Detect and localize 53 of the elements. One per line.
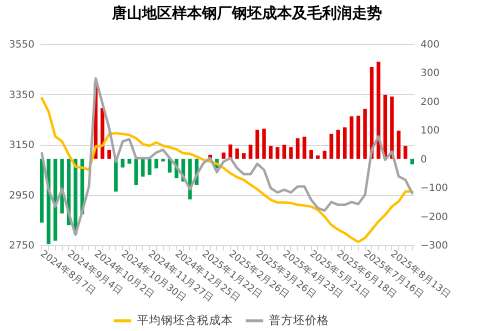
bar xyxy=(222,152,226,159)
bar xyxy=(120,158,124,168)
bar xyxy=(134,158,138,185)
bar xyxy=(350,116,354,159)
bar xyxy=(376,62,380,159)
bar xyxy=(363,108,367,159)
y-tick-label: 2950 xyxy=(9,190,34,202)
bar xyxy=(296,138,300,159)
bar xyxy=(336,130,340,159)
bar xyxy=(390,96,394,159)
bar xyxy=(140,158,145,177)
bar xyxy=(242,153,246,159)
bar xyxy=(235,148,239,159)
bar xyxy=(316,155,320,159)
bar xyxy=(268,146,273,159)
chart-title: 唐山地区样本钢厂钢坯成本及毛利润走势 xyxy=(111,4,382,22)
bar xyxy=(322,150,326,159)
legend-label: 平均钢坯含税成本 xyxy=(137,312,233,327)
bar xyxy=(396,130,401,159)
bar xyxy=(289,147,293,159)
bar xyxy=(342,127,347,159)
bar xyxy=(40,158,44,223)
bar xyxy=(404,146,408,159)
bar xyxy=(107,150,112,159)
y-tick-label: 3150 xyxy=(9,140,34,151)
bar xyxy=(114,158,118,192)
bar xyxy=(148,158,152,175)
line-series xyxy=(40,77,414,236)
bar xyxy=(410,158,414,164)
y2-tick-label: 400 xyxy=(420,40,440,50)
y2-tick-label: −300 xyxy=(420,240,448,252)
bar xyxy=(154,158,158,168)
bar xyxy=(282,144,286,159)
bar xyxy=(276,147,280,159)
bar xyxy=(255,130,260,159)
y2-tick-label: 200 xyxy=(420,96,440,108)
y-tick-label: 3350 xyxy=(9,90,34,101)
y-tick-label: 2750 xyxy=(9,240,34,252)
legend-label: 普方坯价格 xyxy=(269,312,329,327)
y2-tick-label: 300 xyxy=(420,68,440,80)
y-tick-label: 3550 xyxy=(9,40,34,50)
bar xyxy=(262,128,266,159)
line-series xyxy=(40,97,414,244)
y2-tick-label: 100 xyxy=(420,126,440,137)
bar xyxy=(309,150,314,159)
bar xyxy=(302,136,306,159)
y2-tick-label: −200 xyxy=(420,212,448,223)
bar xyxy=(248,144,252,159)
y2-tick-label: 0 xyxy=(420,154,427,166)
bar xyxy=(356,116,360,159)
bar xyxy=(161,158,165,162)
y2-tick-label: −100 xyxy=(420,183,448,194)
bar xyxy=(330,134,334,159)
